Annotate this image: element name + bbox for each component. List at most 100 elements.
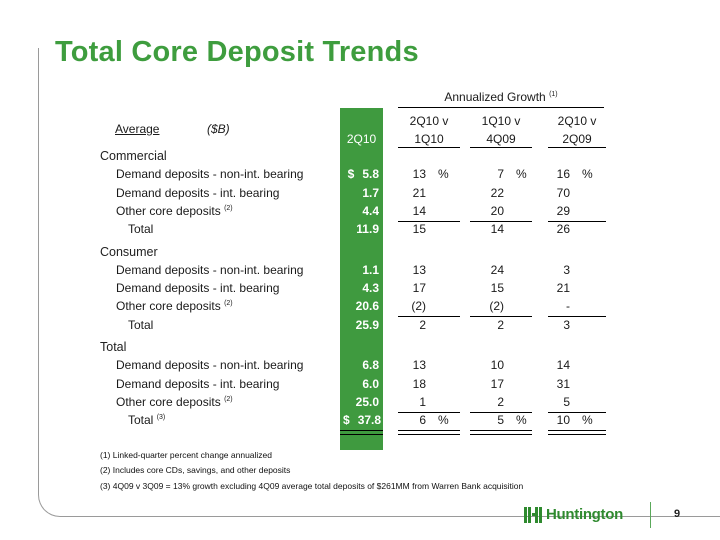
total-row: Total 11.9 15 14 26 xyxy=(0,222,720,240)
level-cell: 4.4 xyxy=(343,204,379,218)
growth-q-over-q-value: 1 xyxy=(419,394,426,409)
growth-prior-q-value: 2 xyxy=(497,317,504,332)
logo-mark-icon xyxy=(524,506,542,523)
growth-prior-q-value: (2) xyxy=(489,299,504,314)
growth-q-over-q-cell: 1 xyxy=(398,395,460,409)
row-label-text: Other core deposits xyxy=(116,394,221,409)
col2-header-top: 2Q10 v xyxy=(409,114,449,128)
row-label: Demand deposits - int. bearing xyxy=(116,186,279,200)
grand-total-double-rule xyxy=(340,430,383,436)
growth-q-over-q-value: (2) xyxy=(411,299,426,314)
growth-y-over-y-value: 10 xyxy=(556,413,570,428)
row-label-text: Demand deposits - non-int. bearing xyxy=(116,262,304,277)
level-value: 1.7 xyxy=(362,185,379,200)
level-cell: 4.3 xyxy=(343,281,379,295)
row-label-text: Demand deposits - int. bearing xyxy=(116,376,280,391)
row-label: Total xyxy=(128,318,153,332)
growth-y-over-y-cell: - xyxy=(548,299,606,313)
row-label-text: Demand deposits - non-int. bearing xyxy=(116,167,304,182)
growth-y-over-y-value: 3 xyxy=(563,262,570,277)
growth-prior-q-cell: 10 xyxy=(470,358,532,372)
growth-prior-q-cell: 22 xyxy=(470,186,532,200)
dollar-sign: $ xyxy=(347,167,355,182)
row-label-text: Total xyxy=(128,317,154,332)
current-quarter-column-highlight xyxy=(340,108,383,450)
growth-q-over-q-value: 6 xyxy=(419,413,426,428)
table-row: Other core deposits (2) 20.6 (2) (2) - xyxy=(0,299,720,317)
growth-prior-q-cell: 7% xyxy=(470,167,532,181)
header-rule xyxy=(398,147,460,148)
annualized-footnote-ref: (1) xyxy=(549,91,558,98)
level-value: 1.1 xyxy=(362,262,379,277)
growth-q-over-q-cell: 2 xyxy=(398,318,460,332)
subtotal-rule xyxy=(548,220,606,222)
subtotal-rule xyxy=(470,316,532,318)
subtotal-rule xyxy=(548,411,606,413)
table-row: Demand deposits - int. bearing 1.7 21 22 70 xyxy=(0,186,720,204)
growth-y-over-y-value: 5 xyxy=(563,394,570,409)
growth-y-over-y-cell: 3 xyxy=(548,263,606,277)
page-title: Total Core Deposit Trends xyxy=(55,36,419,68)
growth-y-over-y-cell: 70 xyxy=(548,186,606,200)
section-label: Commercial xyxy=(100,149,167,163)
row-label: Total (3) xyxy=(128,413,165,427)
growth-y-over-y-value: 3 xyxy=(563,317,570,332)
growth-y-over-y-value: 26 xyxy=(556,222,570,237)
row-label: Demand deposits - int. bearing xyxy=(116,281,279,295)
subtotal-rule xyxy=(398,411,460,413)
row-label-text: Total xyxy=(128,222,154,237)
subtotal-rule xyxy=(470,220,532,222)
growth-y-over-y-cell: 10% xyxy=(548,413,606,427)
growth-prior-q-value: 20 xyxy=(490,203,504,218)
section-header-row: Consumer xyxy=(0,245,720,263)
growth-q-over-q-value: 18 xyxy=(412,376,426,391)
level-value: 37.8 xyxy=(357,413,382,428)
subtotal-rule xyxy=(398,316,460,318)
growth-q-over-q-value: 13 xyxy=(412,262,426,277)
grand-total-double-rule xyxy=(470,430,532,436)
level-value: 25.0 xyxy=(355,394,379,409)
grand-total-double-rule xyxy=(398,430,460,436)
growth-y-over-y-cell: 16% xyxy=(548,167,606,181)
growth-prior-q-value: 22 xyxy=(490,185,504,200)
grand-total-double-rule xyxy=(548,430,606,436)
subtotal-rule xyxy=(548,316,606,318)
level-value: 5.8 xyxy=(362,167,379,182)
col3-header-top: 1Q10 v xyxy=(481,114,521,128)
section-header-row: Total xyxy=(0,340,720,358)
slide-frame xyxy=(38,48,720,517)
level-cell: 25.9 xyxy=(343,318,379,332)
col4-header: 2Q09 xyxy=(562,132,592,146)
table-row: Demand deposits - int. bearing 4.3 17 15 21 xyxy=(0,281,720,299)
growth-y-over-y-cell: 14 xyxy=(548,358,606,372)
level-value: 4.3 xyxy=(362,281,379,296)
total-row: Total (3) $37.8 6% 5% 10% xyxy=(0,413,720,431)
growth-prior-q-value: 2 xyxy=(497,394,504,409)
footnote-ref: (3) xyxy=(156,414,166,422)
percent-sign: % xyxy=(582,167,593,182)
table-row: Other core deposits (2) 25.0 1 2 5 xyxy=(0,395,720,413)
footnote-3: (3) 4Q09 v 3Q09 = 13% growth excluding 4… xyxy=(100,481,524,491)
footnote-1: (1) Linked-quarter percent change annual… xyxy=(100,450,273,460)
growth-prior-q-cell: 20 xyxy=(470,204,532,218)
growth-q-over-q-value: 14 xyxy=(412,203,426,218)
growth-y-over-y-cell: 26 xyxy=(548,222,606,236)
header-rule xyxy=(548,147,606,148)
growth-prior-q-value: 17 xyxy=(490,376,504,391)
level-cell: 1.7 xyxy=(343,186,379,200)
section-label: Consumer xyxy=(100,244,158,259)
growth-q-over-q-cell: (2) xyxy=(398,299,460,313)
growth-y-over-y-cell: 3 xyxy=(548,318,606,332)
level-cell: 25.0 xyxy=(343,395,379,409)
row-label-text: Demand deposits - int. bearing xyxy=(116,185,280,200)
table-row: Demand deposits - non-int. bearing 1.1 13… xyxy=(0,263,720,281)
huntington-logo: Huntington xyxy=(524,506,623,523)
growth-y-over-y-value: 14 xyxy=(556,358,570,373)
level-cell: 6.8 xyxy=(343,358,379,372)
row-label: Other core deposits (2) xyxy=(116,395,233,409)
growth-prior-q-cell: 2 xyxy=(470,395,532,409)
growth-y-over-y-cell: 29 xyxy=(548,204,606,218)
percent-sign: % xyxy=(516,413,527,428)
row-label-text: Demand deposits - non-int. bearing xyxy=(116,358,304,373)
annualized-growth-rule xyxy=(398,107,604,108)
